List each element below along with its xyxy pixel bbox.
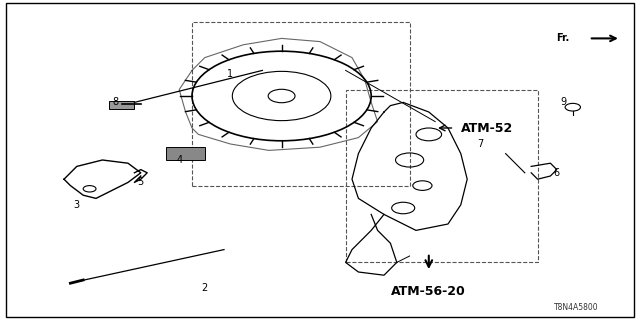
Bar xyxy=(166,147,205,160)
Text: 9: 9 xyxy=(560,97,566,108)
Text: 7: 7 xyxy=(477,139,483,149)
Text: 1: 1 xyxy=(227,68,234,79)
Bar xyxy=(192,22,410,186)
Bar xyxy=(109,101,134,109)
Text: ATM-56-20: ATM-56-20 xyxy=(392,285,466,298)
Text: T8N4A5800: T8N4A5800 xyxy=(554,303,598,312)
Text: 6: 6 xyxy=(554,168,560,178)
Bar xyxy=(346,90,538,262)
Text: 2: 2 xyxy=(202,283,208,293)
Text: 3: 3 xyxy=(74,200,80,210)
Text: 8: 8 xyxy=(112,97,118,108)
Text: 5: 5 xyxy=(138,177,144,188)
Text: 4: 4 xyxy=(176,155,182,165)
Text: Fr.: Fr. xyxy=(556,33,570,44)
Text: ATM-52: ATM-52 xyxy=(461,122,513,134)
